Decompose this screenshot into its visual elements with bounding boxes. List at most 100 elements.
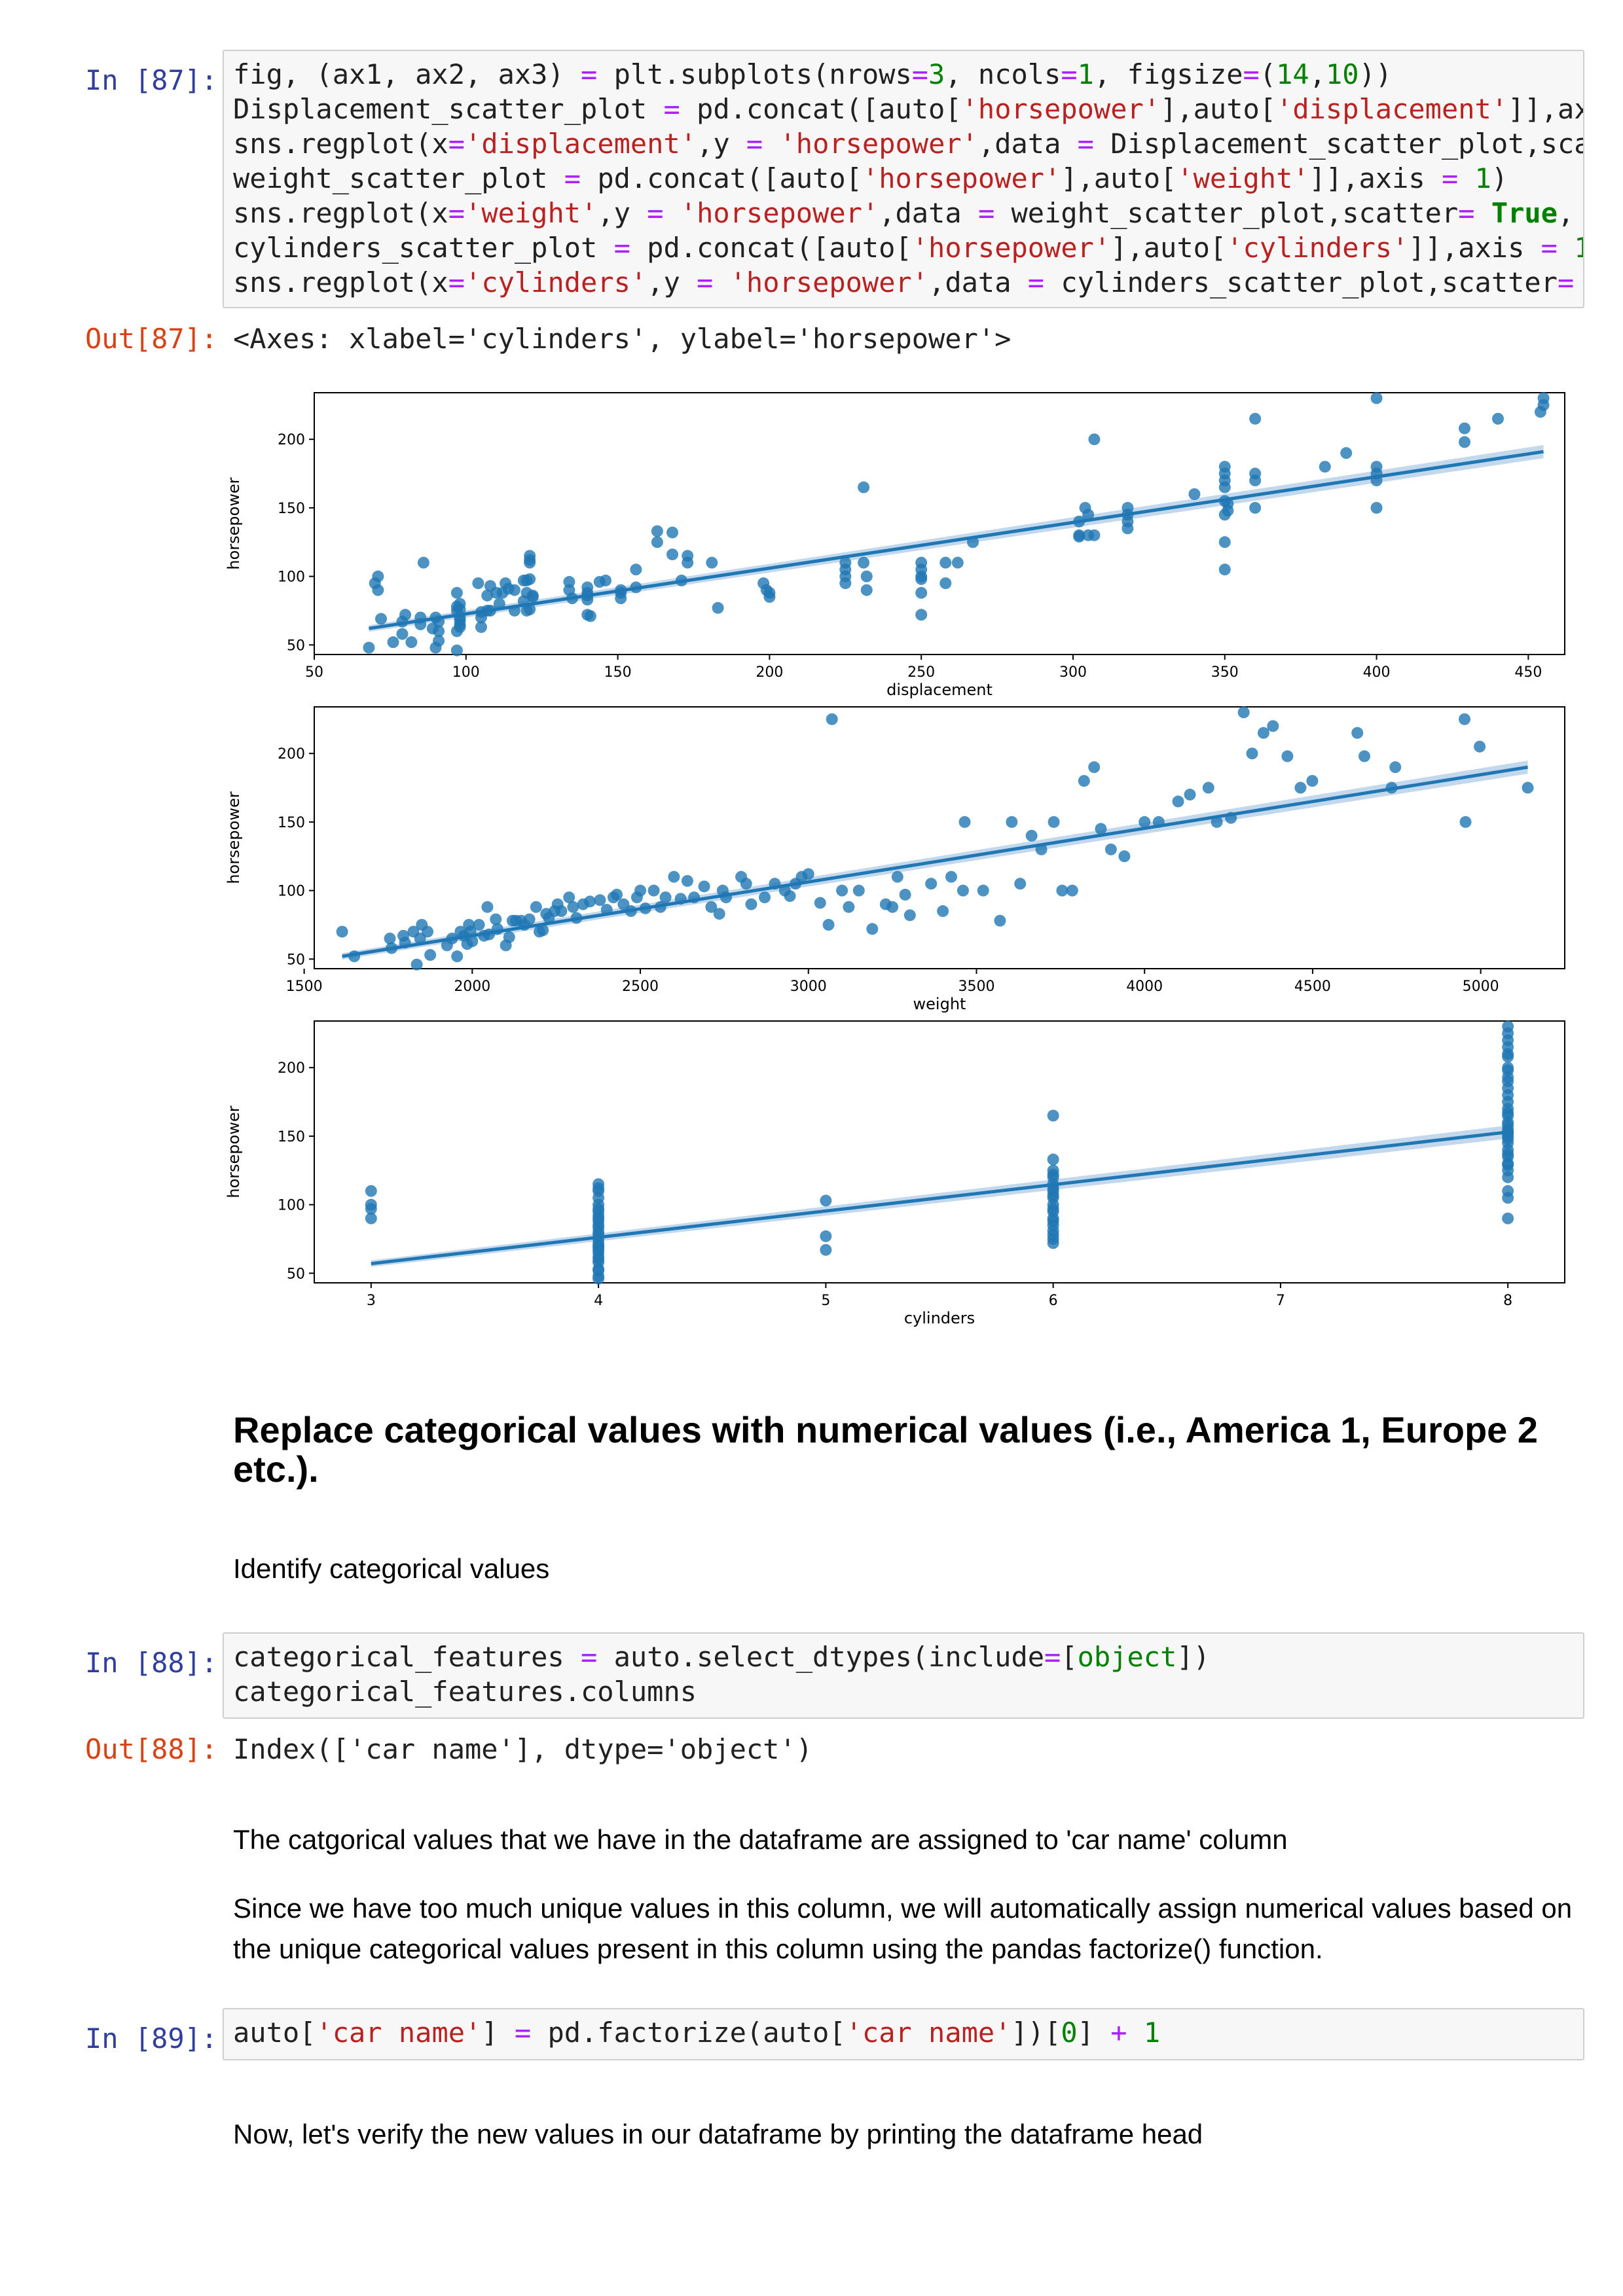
x-tick-label: 1500 (286, 978, 323, 995)
x-tick-label: 6 (1049, 1293, 1058, 1309)
data-point (617, 898, 630, 910)
data-point (668, 870, 680, 883)
data-point (450, 586, 463, 599)
data-point (822, 918, 835, 931)
data-point (1088, 529, 1101, 541)
data-point (410, 958, 423, 971)
data-point (1370, 501, 1383, 514)
data-point (1389, 761, 1402, 774)
data-point (1502, 1212, 1514, 1225)
x-tick-label: 350 (1211, 664, 1239, 681)
x-tick-label: 200 (756, 664, 783, 681)
data-point (666, 526, 679, 539)
data-point (858, 556, 870, 569)
markdown-text: Now, let's verify the new values in our … (233, 2119, 1203, 2149)
x-tick-label: 5 (821, 1293, 830, 1309)
data-point (1082, 509, 1095, 521)
data-point (365, 1198, 377, 1211)
code-editor[interactable]: auto['car name'] = pd.factorize(auto['ca… (233, 2017, 1161, 2049)
x-tick-label: 150 (604, 664, 632, 681)
data-point (1267, 720, 1279, 732)
data-point (630, 564, 642, 576)
data-point (1257, 726, 1269, 739)
data-point (365, 1185, 377, 1197)
x-tick-label: 3000 (790, 978, 827, 995)
data-point (1370, 461, 1383, 473)
y-tick-label: 100 (278, 1198, 305, 1214)
code-cell-88[interactable]: categorical_features = auto.select_dtype… (223, 1632, 1584, 1719)
data-point (1122, 522, 1134, 535)
data-point (1047, 1109, 1059, 1122)
data-point (466, 935, 479, 948)
data-point (698, 880, 710, 893)
y-tick-label: 200 (278, 432, 305, 448)
x-tick-label: 50 (305, 664, 323, 681)
data-point (784, 890, 796, 903)
data-point (820, 1194, 832, 1207)
data-point (1537, 392, 1550, 404)
data-point (555, 905, 568, 918)
data-point (530, 901, 542, 913)
data-point (1047, 1164, 1059, 1177)
data-point (424, 949, 437, 961)
data-point (1249, 501, 1262, 514)
code-cell-87[interactable]: fig, (ax1, ax2, ax3) = plt.subplots(nrow… (223, 50, 1584, 308)
data-point (372, 570, 384, 583)
data-point (450, 644, 463, 656)
data-point (826, 713, 838, 725)
input-prompt-88: In [88]: (85, 1647, 218, 1679)
code-editor[interactable]: categorical_features = auto.select_dtype… (233, 1641, 1210, 1708)
x-tick-label: 450 (1514, 664, 1542, 681)
data-point (634, 884, 647, 897)
data-point (405, 636, 418, 649)
data-point (475, 621, 487, 634)
data-point (899, 888, 911, 901)
y-tick-label: 150 (278, 815, 305, 831)
x-tick-label: 2000 (454, 978, 490, 995)
x-tick-label: 8 (1503, 1293, 1512, 1309)
data-point (473, 918, 485, 931)
data-point (1088, 433, 1101, 446)
data-point (1281, 750, 1294, 762)
data-point (433, 635, 445, 647)
x-axis-label: displacement (886, 681, 993, 699)
data-point (1088, 761, 1101, 774)
data-point (886, 901, 899, 913)
data-point (651, 536, 663, 548)
data-point (852, 884, 865, 897)
data-point (1047, 1153, 1059, 1166)
markdown-heading: Replace categorical values with numerica… (233, 1409, 1539, 1490)
data-point (763, 586, 776, 599)
data-point (1370, 392, 1383, 404)
y-tick-label: 100 (278, 884, 305, 900)
data-point (524, 573, 536, 585)
data-point (414, 932, 426, 944)
code-editor[interactable]: fig, (ax1, ax2, ax3) = plt.subplots(nrow… (233, 58, 1583, 298)
data-point (372, 584, 384, 596)
code-cell-89[interactable]: auto['car name'] = pd.factorize(auto['ca… (223, 2008, 1584, 2060)
data-point (659, 891, 672, 904)
data-point (1172, 795, 1184, 808)
data-point (647, 884, 660, 897)
data-point (581, 581, 594, 594)
data-point (365, 1212, 377, 1225)
data-point (1006, 816, 1018, 828)
data-point (563, 576, 575, 588)
data-point (740, 878, 752, 890)
data-point (977, 884, 989, 897)
data-point (1218, 564, 1231, 576)
data-point (1502, 1185, 1514, 1197)
data-point (712, 601, 724, 614)
data-point (374, 613, 387, 625)
data-point (1502, 1020, 1514, 1033)
x-tick-label: 3 (367, 1293, 376, 1309)
data-point (1118, 850, 1131, 863)
data-point (1218, 467, 1231, 480)
data-point (1502, 1062, 1514, 1074)
data-point (839, 570, 852, 583)
data-point (454, 614, 466, 626)
data-point (1522, 781, 1534, 794)
cell-output-text: Index(['car name'], dtype='object') (233, 1733, 813, 1765)
x-tick-label: 300 (1059, 664, 1087, 681)
